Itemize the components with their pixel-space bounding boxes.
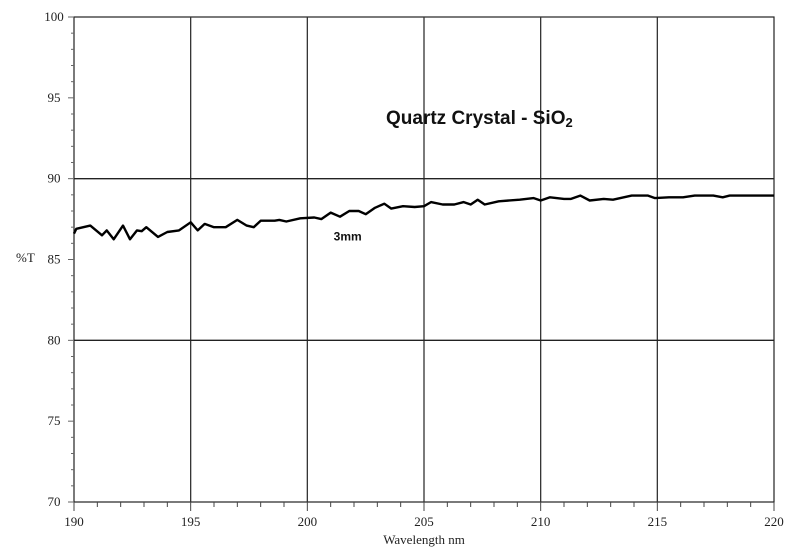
x-tick-label-210: 210 [531, 514, 551, 529]
chart-title: Quartz Crystal - SiO2 [386, 108, 573, 130]
series-line-3mm [72, 194, 774, 241]
y-axis-label: %T [16, 250, 35, 265]
y-tick-label-100: 100 [44, 9, 64, 24]
y-tick-label-75: 75 [48, 413, 61, 428]
x-tick-label-215: 215 [648, 514, 668, 529]
y-tick-label-95: 95 [48, 90, 61, 105]
y-tick-label-90: 90 [48, 171, 61, 186]
grid [73, 16, 775, 503]
y-tick-label-70: 70 [48, 494, 61, 509]
axis-ticks [68, 16, 775, 511]
y-tick-label-80: 80 [48, 332, 61, 347]
x-tick-label-205: 205 [414, 514, 434, 529]
tick-labels: 190 195 200 205 210 215 220 70 75 80 85 90 95 100 [44, 9, 784, 529]
y-tick-label-85: 85 [48, 252, 61, 267]
x-tick-label-195: 195 [181, 514, 201, 529]
x-tick-label-220: 220 [764, 514, 784, 529]
x-tick-label-190: 190 [64, 514, 84, 529]
x-tick-label-200: 200 [298, 514, 318, 529]
annotation-3mm: 3mm [334, 229, 362, 243]
x-axis-label: Wavelength nm [383, 532, 465, 547]
